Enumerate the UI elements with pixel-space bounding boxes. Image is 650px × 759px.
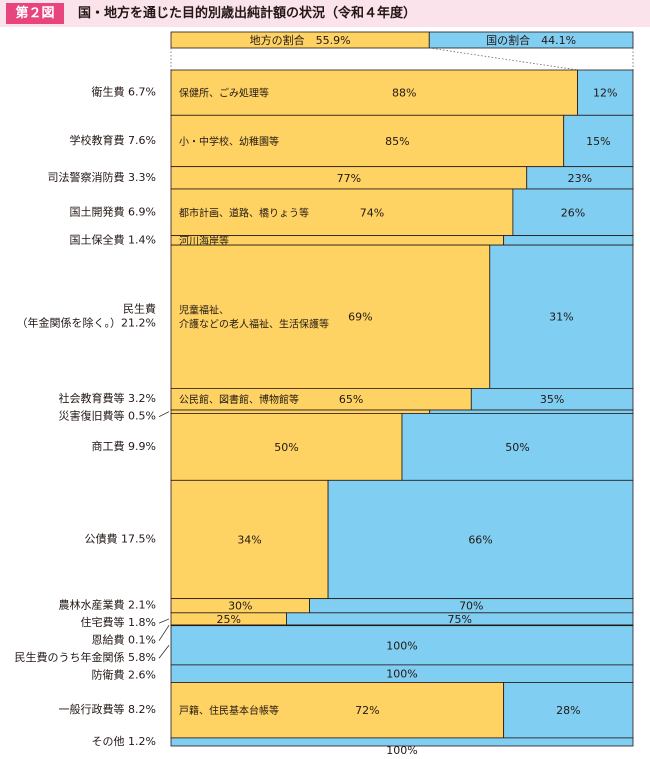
summary-guide-mid [429,47,579,71]
row-11-category-label: 住宅費等 1.8% [81,615,156,629]
row-7-leader-line [158,411,170,418]
row-10-national-value: 70% [459,600,483,613]
row-15-category-label: 一般行政費等 8.2% [59,702,156,716]
row-2-category-label: 司法警察消防費 3.3% [48,170,156,184]
row-13-category-label: 民生費のうち年金関係 5.8% [15,650,156,664]
row-14-national-value: 100% [386,668,417,681]
row-13-leader-line [158,645,170,659]
row-13-national-bar [170,625,634,666]
figure-title: 国・地方を通じた目的別歳出純計額の状況（令和４年度） [78,6,417,21]
row-5-national-bar [489,244,634,389]
row-3-local-bar [170,188,514,237]
row-1-local-value: 85% [385,135,409,148]
row-3-note: 都市計画、道路、橋りょう等 [179,206,309,219]
row-6-national-value: 35% [540,393,564,406]
row-1-category-label: 学校教育費 7.6% [70,133,156,147]
figure-header: 第２図 国・地方を通じた目的別歳出純計額の状況（令和４年度） [0,0,650,27]
row-6-local-value: 65% [339,393,363,406]
row-3-local-value: 74% [360,206,384,219]
figure-number-badge: 第２図 [6,3,64,24]
row-1-note: 小・中学校、幼稚園等 [179,135,279,148]
row-16-national-bar [170,737,634,747]
row-8-category-label: 商工費 9.9% [92,439,156,453]
row-3-national-value: 26% [561,206,585,219]
row-15-local-value: 72% [355,704,379,717]
row-5-category-label: 民生費 [123,302,156,316]
row-8-local-value: 50% [274,441,298,454]
row-10-local-value: 30% [228,600,252,613]
summary-national-segment [428,31,634,49]
row-5-national-value: 31% [549,311,573,324]
row-0-national-value: 12% [593,87,617,100]
row-2-local-value: 77% [337,172,361,185]
row-12-leader-line [158,625,170,641]
row-4-note: 河川海岸等 [179,234,229,247]
row-13-national-value: 100% [386,639,417,652]
row-1-national-bar [563,114,634,168]
summary-local-label: 地方の割合 55.9% [250,33,351,47]
row-11-leader-line [158,618,170,624]
row-9-local-bar [170,479,329,600]
row-5-category-label-2: （年金関係を除く。）21.2% [17,316,156,330]
row-0-local-value: 88% [392,87,416,100]
row-11-local-value: 25% [217,613,241,626]
row-16-national-value: 100% [386,744,417,757]
row-11-national-value: 75% [448,613,472,626]
row-5-note-2: 介護などの老人福祉、生活保護等 [179,318,329,331]
row-1-national-value: 15% [586,135,610,148]
row-6-note: 公民館、図書館、博物館等 [179,393,299,406]
row-10-category-label: 農林水産業費 2.1% [59,598,156,612]
row-5-note: 児童福祉、 [179,304,229,317]
row-5-local-bar [170,244,491,389]
summary-national-label: 国の割合 44.1% [486,33,576,47]
row-15-local-bar [170,682,505,739]
row-8-national-value: 50% [505,441,529,454]
row-15-national-value: 28% [556,704,580,717]
row-5-local-value: 69% [348,311,372,324]
row-8-national-bar [401,413,634,481]
row-16-category-label: その他 1.2% [92,735,156,748]
row-2-national-value: 23% [568,172,592,185]
row-0-local-bar [170,69,578,116]
row-15-note: 戸籍、住民基本台帳等 [179,704,279,717]
row-3-category-label: 国土開発費 6.9% [70,204,156,218]
row-15-national-bar [503,682,634,739]
row-14-category-label: 防衛費 2.6% [92,668,156,682]
row-8-local-bar [170,413,403,481]
row-0-note: 保健所、ごみ処理等 [179,87,269,100]
row-3-national-bar [512,188,634,237]
row-9-local-value: 34% [237,533,261,546]
row-7-category-label: 災害復旧費等 0.5% [59,409,156,423]
row-6-category-label: 社会教育費等 3.2% [59,391,156,405]
row-12-category-label: 恩給費 0.1% [92,633,156,647]
row-0-category-label: 衛生費 6.7% [92,85,156,99]
row-9-national-value: 66% [468,533,492,546]
row-4-category-label: 国土保全費 1.4% [70,232,156,246]
row-9-category-label: 公債費 17.5% [85,531,156,545]
